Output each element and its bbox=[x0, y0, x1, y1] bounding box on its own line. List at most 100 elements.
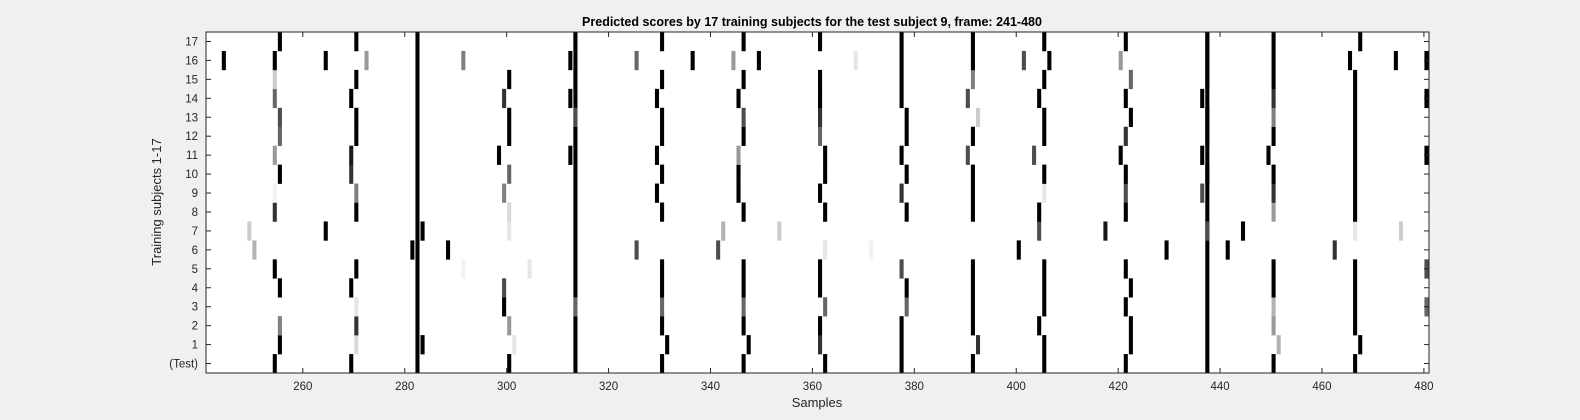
heatmap-cell bbox=[349, 145, 354, 165]
heatmap-cell bbox=[741, 259, 746, 279]
heatmap-cell bbox=[818, 69, 823, 90]
heatmap-cell bbox=[1205, 221, 1210, 241]
heatmap-cell bbox=[1353, 107, 1358, 128]
x-axis: 260 280 300 320 340 360 380 400 420 440 460 480 bbox=[293, 32, 1433, 393]
heatmap-cell bbox=[1118, 145, 1123, 165]
heatmap-cell bbox=[1353, 164, 1358, 184]
heatmap-cell bbox=[823, 202, 828, 222]
heatmap-cell bbox=[899, 316, 904, 336]
heatmap-cell bbox=[272, 354, 277, 374]
heatmap-cell bbox=[741, 69, 746, 90]
heatmap-cell bbox=[354, 107, 359, 128]
heatmap-cell bbox=[899, 259, 904, 279]
heatmap-cell bbox=[354, 297, 359, 317]
heatmap-cell bbox=[1128, 107, 1133, 128]
heatmap-cell bbox=[1271, 50, 1276, 71]
y-tick-label: 10 bbox=[185, 169, 198, 181]
heatmap-cell bbox=[1353, 126, 1358, 146]
heatmap-cell bbox=[818, 126, 823, 146]
heatmap-cell bbox=[970, 354, 975, 374]
heatmap-cell bbox=[349, 164, 354, 184]
heatmap-cell bbox=[461, 50, 466, 71]
heatmap-cell bbox=[660, 316, 665, 336]
heatmap-cell bbox=[1123, 164, 1128, 184]
heatmap-cell bbox=[354, 126, 359, 146]
y-tick-label: 3 bbox=[192, 302, 198, 314]
x-axis-label: Samples bbox=[792, 395, 843, 410]
x-tick-label: 360 bbox=[803, 381, 822, 393]
heatmap-cell bbox=[1042, 259, 1047, 279]
heatmap-cell bbox=[1353, 69, 1358, 90]
heatmap-cell bbox=[1042, 32, 1047, 52]
heatmap-cell bbox=[818, 259, 823, 279]
heatmap-cell bbox=[1271, 32, 1276, 52]
heatmap-cell bbox=[970, 259, 975, 279]
heatmap-cell bbox=[1200, 183, 1205, 203]
heatmap-cell bbox=[507, 69, 512, 90]
heatmap-band bbox=[1205, 32, 1210, 373]
heatmap-cell bbox=[736, 88, 741, 109]
heatmap-cell bbox=[277, 164, 282, 184]
heatmap-cell bbox=[975, 335, 981, 355]
y-tick-label: 14 bbox=[185, 93, 198, 105]
heatmap-cell bbox=[660, 202, 665, 222]
heatmap-cell bbox=[1118, 50, 1123, 71]
heatmap-cell bbox=[741, 107, 746, 128]
heatmap-cell bbox=[568, 88, 573, 109]
heatmap-cell bbox=[277, 32, 282, 52]
heatmap-cell bbox=[1271, 69, 1276, 90]
heatmap-cell bbox=[221, 50, 226, 71]
heatmap-cell bbox=[1276, 335, 1281, 355]
heatmap-cell bbox=[1042, 335, 1047, 355]
plot-area bbox=[206, 32, 1429, 373]
heatmap-cell bbox=[1271, 107, 1276, 128]
heatmap-cell bbox=[975, 107, 981, 128]
heatmap-cell bbox=[1042, 69, 1047, 90]
heatmap-cell bbox=[364, 50, 369, 71]
heatmap-cell bbox=[1353, 259, 1358, 279]
heatmap-cell bbox=[1123, 32, 1128, 52]
heatmap-cell bbox=[690, 50, 695, 71]
heatmap-cell bbox=[496, 145, 502, 165]
heatmap-cell bbox=[1164, 240, 1169, 260]
heatmap-cell bbox=[420, 335, 425, 355]
y-tick-label: 13 bbox=[185, 112, 198, 124]
chart-title: Predicted scores by 17 training subjects… bbox=[582, 15, 1042, 29]
heatmap-cell bbox=[746, 335, 751, 355]
heatmap-cell bbox=[1128, 335, 1133, 355]
heatmap-cell bbox=[660, 259, 665, 279]
heatmap-cell bbox=[507, 126, 512, 146]
heatmap-cell bbox=[354, 316, 359, 336]
heatmap-cell bbox=[1037, 316, 1042, 336]
heatmap-cell bbox=[272, 145, 277, 165]
heatmap-cell bbox=[349, 354, 354, 374]
heatmap-cell bbox=[818, 32, 823, 52]
heatmap-cell bbox=[868, 240, 874, 260]
heatmap-cell bbox=[899, 354, 904, 374]
y-axis-label: Training subjects 1-17 bbox=[149, 138, 164, 265]
heatmap-cell bbox=[1032, 145, 1037, 165]
heatmap-cell bbox=[1358, 335, 1363, 355]
heatmap-cell bbox=[1353, 297, 1358, 317]
heatmap-cell bbox=[1353, 145, 1358, 165]
heatmap-cell bbox=[741, 316, 746, 336]
heatmap-cell bbox=[507, 316, 512, 336]
heatmap-cell bbox=[1205, 164, 1210, 184]
y-tick-label: 16 bbox=[185, 55, 198, 67]
heatmap-cell bbox=[272, 259, 277, 279]
heatmap-cell bbox=[818, 88, 823, 109]
heatmap-cell bbox=[970, 183, 975, 203]
heatmap-cell bbox=[1205, 32, 1210, 52]
heatmap-cell bbox=[741, 354, 746, 374]
heatmap-cell bbox=[1271, 164, 1276, 184]
heatmap-cell bbox=[1271, 297, 1276, 317]
heatmap-cell bbox=[721, 221, 726, 241]
heatmap-cell bbox=[904, 202, 909, 222]
x-tick-label: 260 bbox=[293, 381, 312, 393]
heatmap-cell bbox=[1042, 183, 1047, 203]
heatmap-cell bbox=[899, 335, 904, 355]
x-tick-label: 460 bbox=[1312, 381, 1331, 393]
heatmap-cell bbox=[970, 32, 975, 52]
heatmap-cell bbox=[965, 145, 970, 165]
heatmap-cell bbox=[970, 278, 975, 298]
